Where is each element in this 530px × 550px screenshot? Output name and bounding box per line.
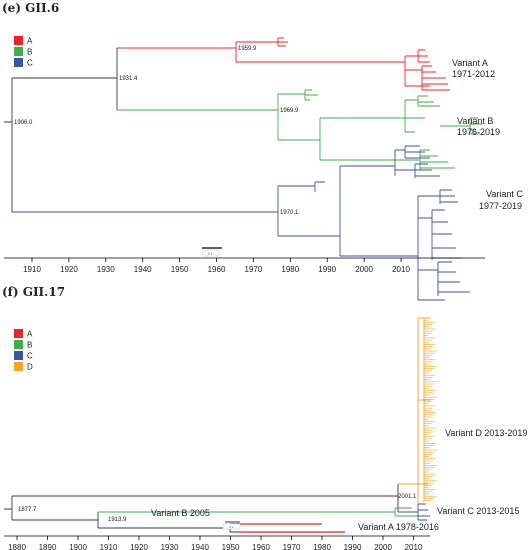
panel-e-node-labels: 1906.0 1931.4 1959.9 1969.9 1970.1 [14,46,299,216]
axis-tick-label: 1960 [252,543,270,550]
node-label: 1931.4 [119,76,138,82]
axis-tick-label: 1920 [130,543,148,550]
node-label: 1913.9 [108,517,127,523]
panel-f-scale-bar: 0.1 [222,521,241,530]
tree-branch-lower [12,512,99,528]
scale-bar-box [222,523,241,530]
axis-tick-label: 1910 [100,543,118,550]
tree-branch-upper [12,484,399,512]
legend-swatch-a [14,329,23,338]
node-label: 1877.7 [18,507,37,513]
axis-tick-label: 2000 [355,265,373,274]
axis-tick-label: 2000 [374,543,392,550]
legend-swatch-b [14,47,23,56]
axis-tick-label: 1890 [39,543,57,550]
panel-e-time-axis: 1910 1920 1930 1940 1950 1960 1970 1980 1990 2000… [4,257,485,274]
panel-e-legend: A B C [14,36,33,68]
legend-label-c: C [27,59,33,68]
tree-branch-a-stem [98,523,340,533]
variant-label: Variant A 1978-2016 [358,522,439,532]
variant-label: Variant C 2013-2015 [437,506,519,516]
legend-swatch-a [14,36,23,45]
axis-tick-label: 1990 [344,543,362,550]
node-label: 2001.1 [398,494,417,500]
legend-label-a: A [27,330,33,339]
legend-label-a: A [27,37,33,46]
axis-tick-label: 1970 [283,543,301,550]
axis-tick-label: 1960 [208,265,226,274]
node-label: 1969.9 [280,108,299,114]
tree-clade-c-variant [278,145,470,301]
tree-clade-d-tips [423,317,437,502]
variant-label-line1: Variant A [452,58,488,68]
node-label: 1970.1 [280,210,299,216]
axis-tick-label: 1920 [60,265,78,274]
scale-bar-box [202,249,220,257]
legend-label-c: C [27,352,33,361]
tree-root-branch [4,496,13,520]
panel-f-node-labels: 1877.7 1913.9 2001.1 [18,494,417,523]
panel-e: (e) GII.6 A B C [2,1,523,301]
panel-f-tree [4,317,437,533]
legend-swatch-c [14,351,23,360]
node-label: 1959.9 [238,46,257,52]
tree-clade-b-small [277,89,318,140]
axis-tick-label: 1900 [69,543,87,550]
variant-label-line1: Variant C [486,189,523,199]
axis-tick-label: 1970 [245,265,263,274]
axis-tick-label: 1950 [222,543,240,550]
node-label: 1906.0 [14,120,33,126]
panel-f-legend: A B C D [14,329,33,372]
axis-tick-label: 1990 [318,265,336,274]
variant-label-line2: 1977-2019 [479,201,522,211]
legend-swatch-d [14,362,23,371]
tree-clade-c [398,503,430,521]
tree-clade-c-small [277,181,325,236]
variant-label-line2: 1971-2012 [452,69,495,79]
panel-f-time-axis: 1880 1890 1900 1910 1920 1930 1940 1950 1960 1970… [4,535,430,550]
scale-bar-label: 0.1 [208,252,213,256]
legend-swatch-b [14,340,23,349]
axis-tick-label: 2010 [405,543,423,550]
scale-bar-label: 0.1 [229,525,234,529]
variant-label: Variant D 2013-2019 [445,428,527,438]
panel-f-title: (f) GII.17 [2,285,65,299]
tree-clade-a-small [235,37,288,62]
variant-label-line2: 1976-2019 [457,127,500,137]
legend-label-b: B [27,341,32,350]
tree-clade-b [98,507,418,517]
panel-e-scale-bar: 0.1 [202,247,222,257]
legend-label-d: D [27,363,33,372]
axis-tick-label: 1980 [281,265,299,274]
axis-tick-label: 1940 [134,265,152,274]
axis-tick-label: 1910 [23,265,41,274]
panel-f: (f) GII.17 A B C D 1877.7 1913. [2,285,527,550]
axis-tick-label: 1930 [97,265,115,274]
axis-tick-label: 1940 [191,543,209,550]
legend-swatch-c [14,58,23,67]
legend-label-b: B [27,48,32,57]
tree-clade-a [235,523,345,533]
variant-label: Variant B 2005 [151,508,210,518]
axis-tick-label: 2010 [392,265,410,274]
panel-e-variant-labels: Variant A 1971-2012 Variant B 1976-2019 … [452,58,523,211]
tree-clade-a-variant [236,49,450,91]
axis-tick-label: 1950 [171,265,189,274]
panel-e-title: (e) GII.6 [2,1,59,15]
axis-tick-label: 1980 [313,543,331,550]
panel-e-tree [4,37,482,301]
panel-f-variant-labels: Variant D 2013-2019 Variant C 2013-2015 … [151,428,527,532]
axis-tick-label: 1880 [8,543,26,550]
tree-clade-b-variant [278,95,482,170]
tree-root-branch [4,78,13,212]
axis-tick-label: 1930 [161,543,179,550]
variant-label-line1: Variant B [457,116,493,126]
